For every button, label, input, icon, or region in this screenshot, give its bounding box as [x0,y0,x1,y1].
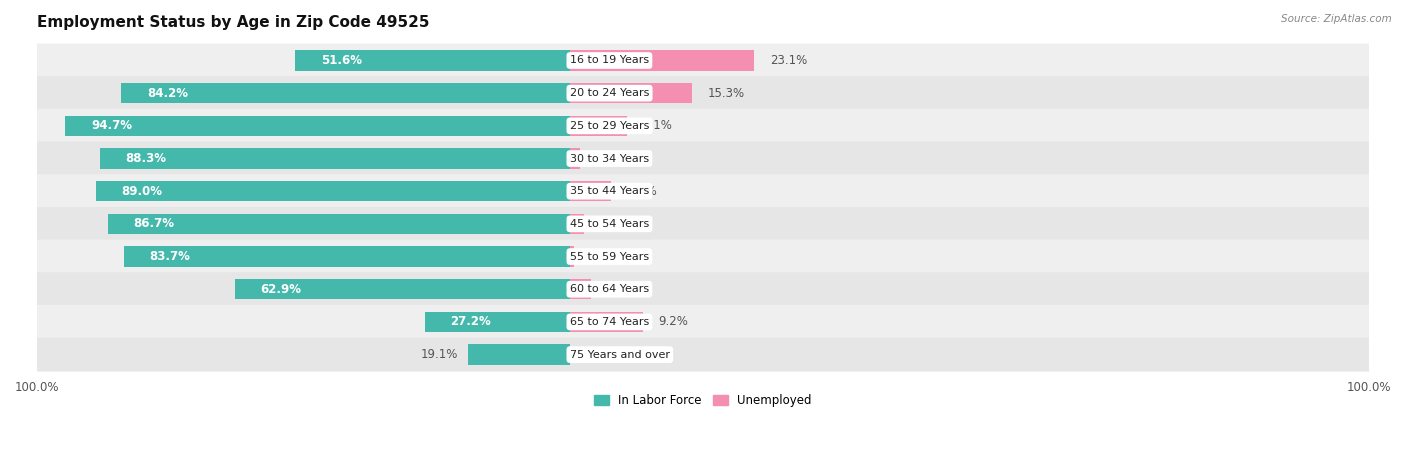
FancyBboxPatch shape [37,109,1369,143]
Bar [569,181,612,201]
Bar [468,345,569,365]
Text: 7.1%: 7.1% [643,120,672,132]
FancyBboxPatch shape [37,207,1369,241]
FancyBboxPatch shape [37,76,1369,110]
Text: 1.8%: 1.8% [599,217,630,230]
FancyBboxPatch shape [37,43,1369,78]
Bar [569,214,585,234]
Text: 94.7%: 94.7% [91,120,132,132]
Legend: In Labor Force, Unemployed: In Labor Force, Unemployed [589,389,817,412]
Bar [235,279,569,299]
Text: 23.1%: 23.1% [769,54,807,67]
Text: 51.6%: 51.6% [321,54,361,67]
Bar [295,51,569,71]
Text: 84.2%: 84.2% [148,87,188,100]
Bar [66,116,569,136]
FancyBboxPatch shape [37,272,1369,306]
Text: 86.7%: 86.7% [134,217,174,230]
FancyBboxPatch shape [37,142,1369,175]
Bar [569,148,581,169]
Text: Source: ZipAtlas.com: Source: ZipAtlas.com [1281,14,1392,23]
Text: 2.7%: 2.7% [607,283,637,296]
Bar [124,246,569,267]
Text: 45 to 54 Years: 45 to 54 Years [569,219,650,229]
Text: 1.3%: 1.3% [596,152,626,165]
Text: 19.1%: 19.1% [420,348,458,361]
Text: 20 to 24 Years: 20 to 24 Years [569,88,650,98]
Bar [569,116,627,136]
Bar [121,83,569,103]
Bar [425,312,569,332]
Bar [569,51,755,71]
Text: 88.3%: 88.3% [125,152,166,165]
Bar [96,181,569,201]
Text: 16 to 19 Years: 16 to 19 Years [569,55,650,65]
Text: 0.5%: 0.5% [589,250,619,263]
Text: 9.2%: 9.2% [659,315,689,328]
Bar [569,83,692,103]
Text: 30 to 34 Years: 30 to 34 Years [569,153,650,164]
FancyBboxPatch shape [37,305,1369,339]
Text: 89.0%: 89.0% [121,185,163,198]
FancyBboxPatch shape [37,174,1369,208]
Text: 83.7%: 83.7% [149,250,191,263]
Text: 62.9%: 62.9% [260,283,301,296]
Text: 27.2%: 27.2% [450,315,491,328]
Bar [108,214,569,234]
Text: Employment Status by Age in Zip Code 49525: Employment Status by Age in Zip Code 495… [37,15,430,30]
Bar [569,312,644,332]
FancyBboxPatch shape [37,338,1369,372]
Text: 15.3%: 15.3% [707,87,745,100]
Bar [100,148,569,169]
Text: 5.2%: 5.2% [627,185,657,198]
Text: 75 Years and over: 75 Years and over [569,350,669,359]
Text: 35 to 44 Years: 35 to 44 Years [569,186,650,196]
FancyBboxPatch shape [37,239,1369,274]
Text: 55 to 59 Years: 55 to 59 Years [569,252,650,262]
Text: 0.0%: 0.0% [585,348,614,361]
Bar [569,246,574,267]
Text: 60 to 64 Years: 60 to 64 Years [569,284,650,294]
Text: 25 to 29 Years: 25 to 29 Years [569,121,650,131]
Text: 65 to 74 Years: 65 to 74 Years [569,317,650,327]
Bar [569,279,592,299]
